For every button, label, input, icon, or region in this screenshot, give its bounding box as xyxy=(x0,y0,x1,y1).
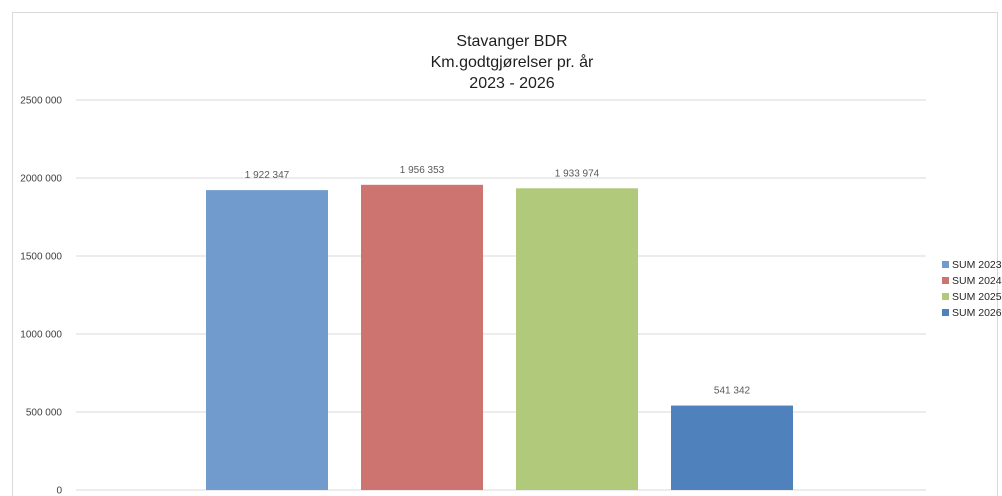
legend-swatch xyxy=(942,309,949,316)
legend-swatch xyxy=(942,261,949,268)
legend-swatch xyxy=(942,293,949,300)
y-tick-label: 500 000 xyxy=(26,408,63,419)
legend-label: SUM 2023 xyxy=(952,259,1002,271)
chart-area xyxy=(12,12,998,496)
legend-label: SUM 2024 xyxy=(952,275,1002,287)
bars xyxy=(206,184,793,490)
legend-label: SUM 2026 xyxy=(952,307,1002,319)
legend-label: SUM 2025 xyxy=(952,291,1002,303)
data-labels: 1 922 347 1 956 353 1 933 974 541 342 xyxy=(245,165,751,397)
bar xyxy=(516,188,638,490)
chart-title-line-2: Km.godtgjørelser pr. år xyxy=(431,53,594,71)
y-tick-label: 2500 000 xyxy=(20,96,62,107)
y-axis-tick-labels: 0 500 000 1000 000 1500 000 2000 000 2500 000 xyxy=(20,96,62,496)
chart-title-line-3: 2023 - 2026 xyxy=(469,75,555,92)
bar xyxy=(671,405,793,490)
data-label: 1 922 347 xyxy=(245,170,290,181)
y-tick-label: 2000 000 xyxy=(20,174,62,185)
data-label: 1 956 353 xyxy=(400,165,445,176)
legend-swatch xyxy=(942,277,949,284)
y-tick-label: 1500 000 xyxy=(20,252,62,263)
y-tick-label: 0 xyxy=(56,486,62,496)
legend: SUM 2023 SUM 2024 SUM 2025 SUM 2026 xyxy=(942,259,1002,319)
gridlines xyxy=(76,99,926,491)
chart-title-line-1: Stavanger BDR xyxy=(456,33,567,50)
y-tick-label: 1000 000 xyxy=(20,330,62,341)
bar xyxy=(206,190,328,490)
data-label: 1 933 974 xyxy=(555,168,600,179)
chart-title: Stavanger BDR Km.godtgjørelser pr. år 20… xyxy=(431,33,594,92)
data-label: 541 342 xyxy=(714,386,751,397)
bar xyxy=(361,184,483,490)
